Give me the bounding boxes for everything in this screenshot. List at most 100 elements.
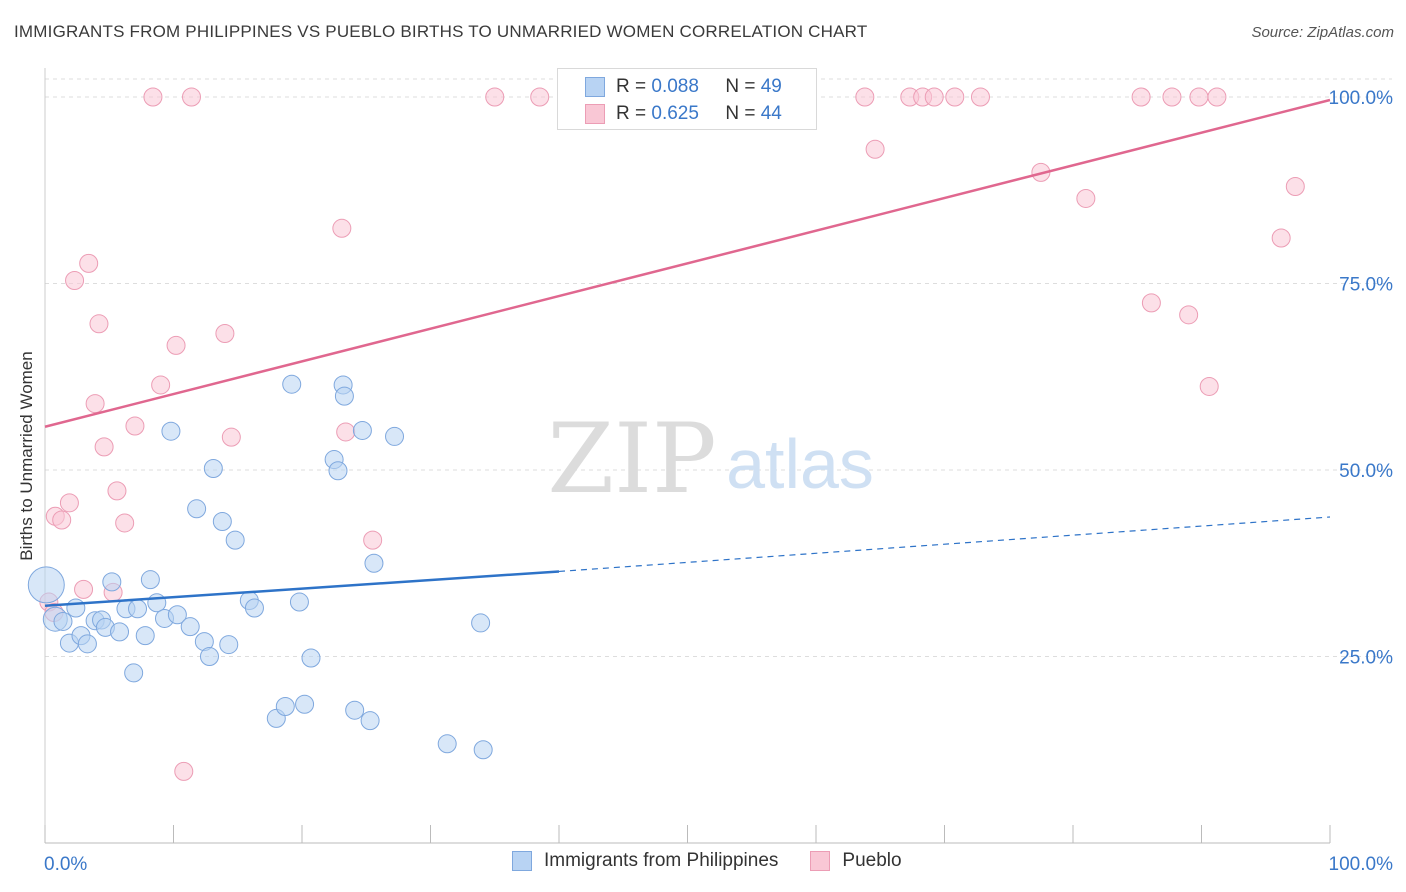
stat-n-value: 44 xyxy=(760,103,782,124)
y-axis-label: Births to Unmarried Women xyxy=(17,351,36,560)
data-point-pueblo xyxy=(1207,87,1227,107)
data-point-philippines xyxy=(53,611,73,631)
data-point-pueblo xyxy=(1285,177,1305,197)
legend-swatch-blue xyxy=(512,851,532,871)
data-point-pueblo xyxy=(166,335,186,355)
y-tick-label: 25.0% xyxy=(1339,648,1393,669)
chart-title: IMMIGRANTS FROM PHILIPPINES VS PUEBLO BI… xyxy=(14,22,868,41)
data-point-pueblo xyxy=(115,513,135,533)
data-point-philippines xyxy=(219,635,239,655)
data-point-philippines xyxy=(275,696,295,716)
data-point-pueblo xyxy=(59,493,79,513)
data-point-pueblo xyxy=(94,437,114,457)
legend: Immigrants from Philippines Pueblo xyxy=(512,850,934,872)
data-point-philippines xyxy=(328,461,348,481)
data-point-pueblo xyxy=(1271,228,1291,248)
data-point-pueblo xyxy=(215,323,235,343)
data-point-philippines xyxy=(360,711,380,731)
legend-item-philippines[interactable]: Immigrants from Philippines xyxy=(512,850,778,872)
watermark-zip: ZIP xyxy=(547,403,716,515)
legend-item-pueblo[interactable]: Pueblo xyxy=(810,850,902,872)
data-point-philippines xyxy=(187,499,207,519)
data-point-philippines xyxy=(364,553,384,573)
data-point-pueblo xyxy=(85,394,105,414)
data-point-philippines xyxy=(27,566,65,604)
data-point-philippines xyxy=(180,617,200,637)
stat-r-value: 0.625 xyxy=(651,103,699,124)
data-point-pueblo xyxy=(52,510,72,530)
data-point-philippines xyxy=(301,648,321,668)
x-tick-label-min: 0.0% xyxy=(44,854,87,875)
data-point-pueblo xyxy=(485,87,505,107)
data-point-philippines xyxy=(385,426,405,446)
data-point-philippines xyxy=(167,605,187,625)
data-point-pueblo xyxy=(865,139,885,159)
data-point-pueblo xyxy=(107,481,127,501)
stat-r-value: 0.088 xyxy=(651,76,699,97)
data-point-philippines xyxy=(345,700,365,720)
data-point-pueblo xyxy=(151,375,171,395)
y-tick-label: 50.0% xyxy=(1339,461,1393,482)
data-point-philippines xyxy=(437,734,457,754)
stat-r-label: R = xyxy=(616,76,647,97)
data-point-philippines xyxy=(161,421,181,441)
stat-r-label: R = xyxy=(616,103,647,124)
data-point-philippines xyxy=(203,459,223,479)
data-point-pueblo xyxy=(336,422,356,442)
data-point-pueblo xyxy=(1199,376,1219,396)
data-point-philippines xyxy=(135,626,155,646)
stat-n-label: N = xyxy=(725,76,756,97)
data-point-philippines xyxy=(110,622,130,642)
data-point-pueblo xyxy=(174,761,194,781)
legend-swatch-pink xyxy=(810,851,831,871)
data-point-philippines xyxy=(334,386,354,406)
stat-n-value: 49 xyxy=(760,76,782,97)
data-point-pueblo xyxy=(74,579,94,599)
data-point-philippines xyxy=(102,572,122,592)
data-point-philippines xyxy=(289,592,309,612)
data-point-pueblo xyxy=(125,416,145,436)
data-point-philippines xyxy=(352,420,372,440)
data-point-pueblo xyxy=(855,87,875,107)
x-tick-label-max: 100.0% xyxy=(1329,854,1394,875)
y-tick-label: 75.0% xyxy=(1339,275,1393,296)
data-point-philippines xyxy=(140,570,160,590)
data-point-pueblo xyxy=(1162,87,1182,107)
data-point-pueblo xyxy=(1179,305,1199,325)
data-point-philippines xyxy=(244,598,264,618)
data-point-pueblo xyxy=(1189,87,1209,107)
data-point-philippines xyxy=(225,530,245,550)
watermark-atlas: atlas xyxy=(726,425,874,503)
data-point-pueblo xyxy=(181,87,201,107)
stats-box: R = 0.088 N = 49 R = 0.625 N = 44 xyxy=(557,68,817,130)
data-point-pueblo xyxy=(221,427,241,447)
trendline-pueblo xyxy=(44,98,1331,428)
data-point-philippines xyxy=(66,598,86,618)
data-point-philippines xyxy=(212,511,232,531)
y-tick-label: 100.0% xyxy=(1329,88,1394,109)
data-point-philippines xyxy=(295,694,315,714)
data-point-philippines xyxy=(199,647,219,666)
data-point-pueblo xyxy=(1141,293,1161,313)
stat-swatch-pink xyxy=(585,104,605,124)
data-point-philippines xyxy=(282,374,302,394)
legend-label: Pueblo xyxy=(842,850,902,871)
data-point-philippines xyxy=(77,634,97,654)
data-point-pueblo xyxy=(89,314,109,334)
source-label: Source: ZipAtlas.com xyxy=(1251,24,1394,41)
data-point-pueblo xyxy=(1076,188,1096,208)
stat-swatch-blue xyxy=(585,77,605,97)
data-point-pueblo xyxy=(79,253,99,273)
data-point-pueblo xyxy=(1131,87,1151,107)
legend-label: Immigrants from Philippines xyxy=(544,850,779,871)
data-point-pueblo xyxy=(945,87,965,107)
data-point-philippines xyxy=(128,599,148,619)
stat-n-label: N = xyxy=(725,103,756,124)
data-point-pueblo xyxy=(143,87,163,107)
data-point-philippines xyxy=(124,663,144,683)
data-point-pueblo xyxy=(363,530,383,550)
data-point-pueblo xyxy=(332,218,352,238)
data-point-pueblo xyxy=(65,271,85,291)
data-point-pueblo xyxy=(924,87,944,107)
